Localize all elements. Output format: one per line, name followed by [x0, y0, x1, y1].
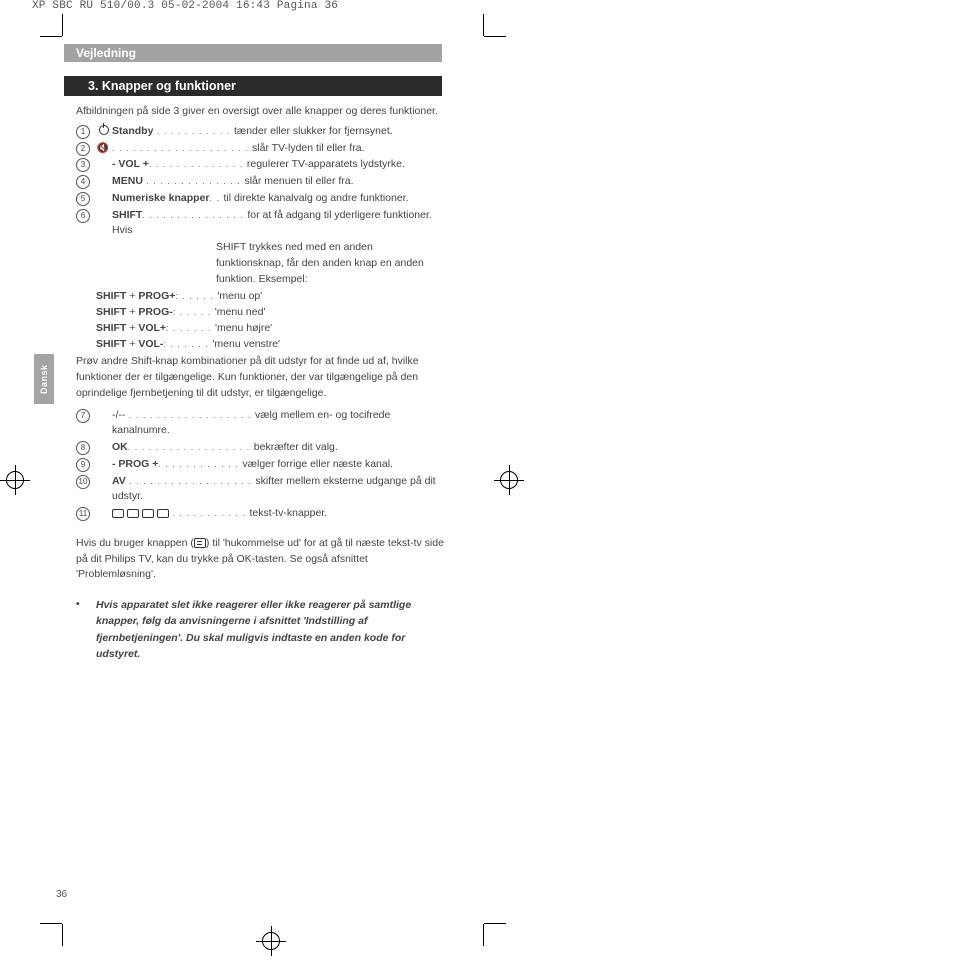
language-tab: Dansk: [34, 354, 54, 404]
list-item: 6 SHIFT. . . . . . . . . . . . . . . for…: [76, 208, 446, 240]
bullet-note: • Hvis apparatet slet ikke reagerer elle…: [76, 597, 446, 662]
paragraph: Prøv andre Shift-knap kombinationer på d…: [76, 354, 446, 401]
item-number: 7: [76, 409, 90, 423]
list-item: 10AV . . . . . . . . . . . . . . . . . .…: [76, 474, 446, 506]
registration-mark: [494, 465, 524, 495]
list-item: 8OK. . . . . . . . . . . . . . . . . . b…: [76, 440, 446, 456]
list-item: 4MENU . . . . . . . . . . . . . . slår m…: [76, 174, 446, 190]
item-number: 6: [76, 209, 90, 223]
shift-combo-row: SHIFT + VOL+: . . . . . . 'menu højre': [96, 321, 446, 337]
shift-combo-row: SHIFT + VOL-: . . . . . . 'menu venstre': [96, 337, 446, 353]
registration-mark: [0, 465, 30, 495]
item-number: 10: [76, 475, 90, 489]
crop-mark: [484, 36, 506, 37]
title-bar: 3. Knapper og funktioner: [64, 76, 442, 96]
note-paragraph: Hvis du bruger knappen () til 'hukommels…: [76, 536, 446, 583]
item-number: 2: [76, 142, 90, 156]
item-number: 8: [76, 441, 90, 455]
section-bar: Vejledning: [64, 44, 442, 62]
item-number: 1: [76, 125, 90, 139]
crop-mark: [62, 14, 63, 36]
continuation-line: funktionsknap, får den anden knap en and…: [216, 256, 446, 272]
item-number: 3: [76, 158, 90, 172]
memory-icon: [194, 538, 206, 548]
shift-combo-row: SHIFT + PROG-: . . . . . 'menu ned': [96, 305, 446, 321]
crop-mark: [484, 923, 506, 924]
list-item: 9- PROG +. . . . . . . . . . . . vælger …: [76, 457, 446, 473]
list-item: 1Standby . . . . . . . . . . . tænder el…: [76, 124, 446, 140]
crop-mark: [40, 36, 62, 37]
page-number: 36: [56, 889, 67, 900]
list-item: 11 . . . . . . . . . . . tekst-tv-knappe…: [76, 506, 446, 522]
mute-icon: 🔇: [97, 141, 109, 156]
crop-mark: [483, 14, 484, 36]
continuation-line: SHIFT trykkes ned med en anden: [216, 240, 446, 256]
intro-text: Afbildningen på side 3 giver en oversigt…: [76, 104, 446, 120]
content-body: Afbildningen på side 3 giver en oversigt…: [76, 104, 446, 662]
power-icon: [98, 124, 108, 134]
crop-mark: [62, 924, 63, 946]
list-item: 7-/-- . . . . . . . . . . . . . . . . . …: [76, 408, 446, 440]
shift-combo-row: SHIFT + PROG+: . . . . . 'menu op': [96, 289, 446, 305]
teletext-icons: [112, 509, 169, 518]
item-number: 9: [76, 458, 90, 472]
item-number: 5: [76, 192, 90, 206]
item-number: 4: [76, 175, 90, 189]
crop-mark: [40, 923, 62, 924]
continuation-line: funktion. Eksempel:: [216, 272, 446, 288]
list-item: 3- VOL +. . . . . . . . . . . . . . regu…: [76, 157, 446, 173]
item-number: 11: [76, 507, 90, 521]
registration-mark: [256, 926, 286, 956]
header-line: XP SBC RU 510/00.3 05-02-2004 16:43 Pagi…: [32, 0, 338, 12]
list-item: 5Numeriske knapper. . til direkte kanalv…: [76, 191, 446, 207]
list-item: 2🔇 . . . . . . . . . . . . . . . . . . .…: [76, 141, 446, 157]
crop-mark: [483, 924, 484, 946]
